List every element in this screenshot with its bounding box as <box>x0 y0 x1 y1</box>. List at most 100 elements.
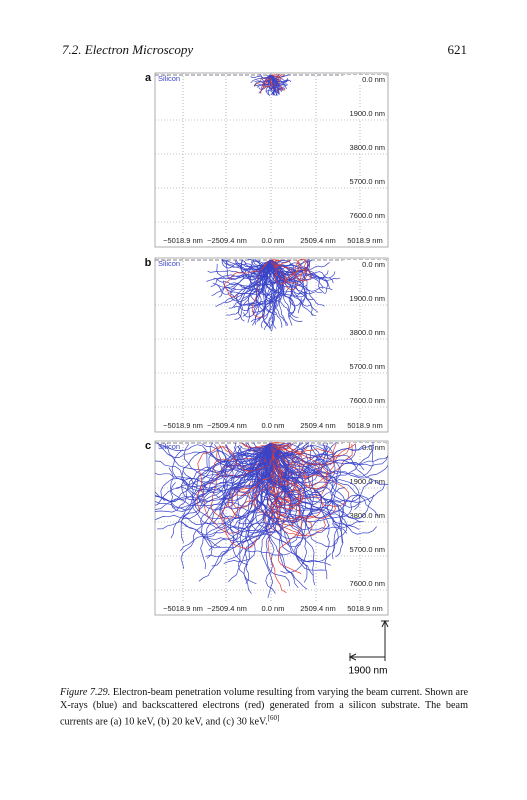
label-bg <box>343 75 386 85</box>
xray-path <box>270 259 316 317</box>
xray-path <box>183 442 271 480</box>
xray-path <box>170 442 273 539</box>
depth-label: 0.0 nm <box>362 260 385 269</box>
xray-path <box>271 442 310 457</box>
material-label: Silicon <box>158 442 180 451</box>
depth-label: 5700.0 nm <box>350 545 385 554</box>
depth-label: 5700.0 nm <box>350 362 385 371</box>
depth-label: 3800.0 nm <box>350 511 385 520</box>
x-label: 5018.9 nm <box>347 421 382 430</box>
xray-path <box>155 442 271 502</box>
xray-path <box>235 259 274 277</box>
xray-path <box>270 442 388 479</box>
page-number: 621 <box>447 42 468 57</box>
x-label: −2509.4 nm <box>207 421 247 430</box>
xray-path <box>238 259 271 322</box>
xray-path <box>270 442 375 474</box>
depth-label: 3800.0 nm <box>350 328 385 337</box>
x-label: −2509.4 nm <box>207 236 247 245</box>
xray-path <box>171 442 271 500</box>
backscatter-path <box>270 259 292 266</box>
trajectories <box>155 442 388 598</box>
label-bg <box>343 143 386 153</box>
depth-label: 7600.0 nm <box>350 579 385 588</box>
scale-bar-label: 1900 nm <box>349 666 388 677</box>
label-bg <box>343 545 386 555</box>
x-label: −5018.9 nm <box>163 604 203 613</box>
xray-path <box>250 259 274 323</box>
xray-path <box>216 259 272 279</box>
xray-path <box>271 259 308 298</box>
panel-label: c <box>145 440 151 452</box>
depth-label: 1900.0 nm <box>350 109 385 118</box>
backscatter-path <box>262 74 273 88</box>
xray-path <box>160 442 271 503</box>
xray-path <box>155 442 271 509</box>
xray-path <box>271 259 336 279</box>
xray-path <box>270 259 319 313</box>
xray-path <box>270 259 306 314</box>
xray-path <box>228 442 275 583</box>
label-bg <box>343 177 386 187</box>
x-label: 0.0 nm <box>262 236 285 245</box>
label-bg <box>343 477 386 487</box>
label-bg <box>156 604 387 614</box>
xray-path <box>181 442 271 487</box>
xray-path <box>155 442 272 511</box>
backscatter-path <box>270 442 294 451</box>
backscatter-path <box>224 259 271 298</box>
trajectories <box>206 258 341 332</box>
depth-label: 1900.0 nm <box>350 477 385 486</box>
label-bg <box>156 236 387 246</box>
backscatter-path <box>271 259 311 282</box>
caption: Figure 7.29. Electron-beam penetration v… <box>60 686 468 728</box>
label-bg <box>343 109 386 119</box>
xray-path <box>270 442 371 518</box>
xray-path <box>208 442 294 551</box>
panel-label: b <box>145 257 152 269</box>
running-header: 7.2. Electron Microscopy <box>62 42 194 57</box>
label-bg <box>343 260 386 270</box>
xray-path <box>233 259 272 311</box>
material-label: Silicon <box>158 74 180 83</box>
xray-path <box>266 259 315 300</box>
scale-bar <box>348 619 389 661</box>
xray-path <box>209 442 272 463</box>
xray-path <box>269 442 341 482</box>
backscatter-path <box>271 73 282 78</box>
depth-label: 1900.0 nm <box>350 294 385 303</box>
x-label: −2509.4 nm <box>207 604 247 613</box>
caption-label: Figure 7.29. <box>60 687 111 698</box>
xray-path <box>243 259 272 318</box>
xray-path <box>270 75 290 83</box>
xray-path <box>155 442 272 521</box>
x-label: 5018.9 nm <box>347 604 382 613</box>
panel: 0.0 nm 1900.0 nm 3800.0 nm 5700.0 nm 7600.0 … <box>145 440 389 616</box>
xray-path <box>264 442 361 510</box>
x-label: 2509.4 nm <box>300 236 335 245</box>
depth-label: 7600.0 nm <box>350 211 385 220</box>
xray-path <box>251 259 285 313</box>
xray-path <box>268 442 365 505</box>
caption-ref: [60] <box>267 714 280 722</box>
xray-path <box>270 74 276 96</box>
label-bg <box>343 396 386 406</box>
label-bg <box>343 294 386 304</box>
depth-label: 7600.0 nm <box>350 396 385 405</box>
label-bg <box>343 211 386 221</box>
x-label: −5018.9 nm <box>163 236 203 245</box>
xray-path <box>200 442 271 549</box>
xray-path <box>155 442 273 510</box>
xray-path <box>155 442 271 513</box>
xray-path <box>262 442 374 503</box>
xray-path <box>270 259 311 307</box>
x-label: −5018.9 nm <box>163 421 203 430</box>
backscatter-path <box>196 442 275 512</box>
xray-path <box>155 442 272 502</box>
x-label: 0.0 nm <box>262 604 285 613</box>
xray-path <box>237 442 273 478</box>
xray-path <box>270 74 279 95</box>
backscatter-path <box>271 259 282 262</box>
figure: 1900 nm 0.0 nm 1900.0 nm 3800.0 nm 5700.0 n… <box>145 72 389 677</box>
